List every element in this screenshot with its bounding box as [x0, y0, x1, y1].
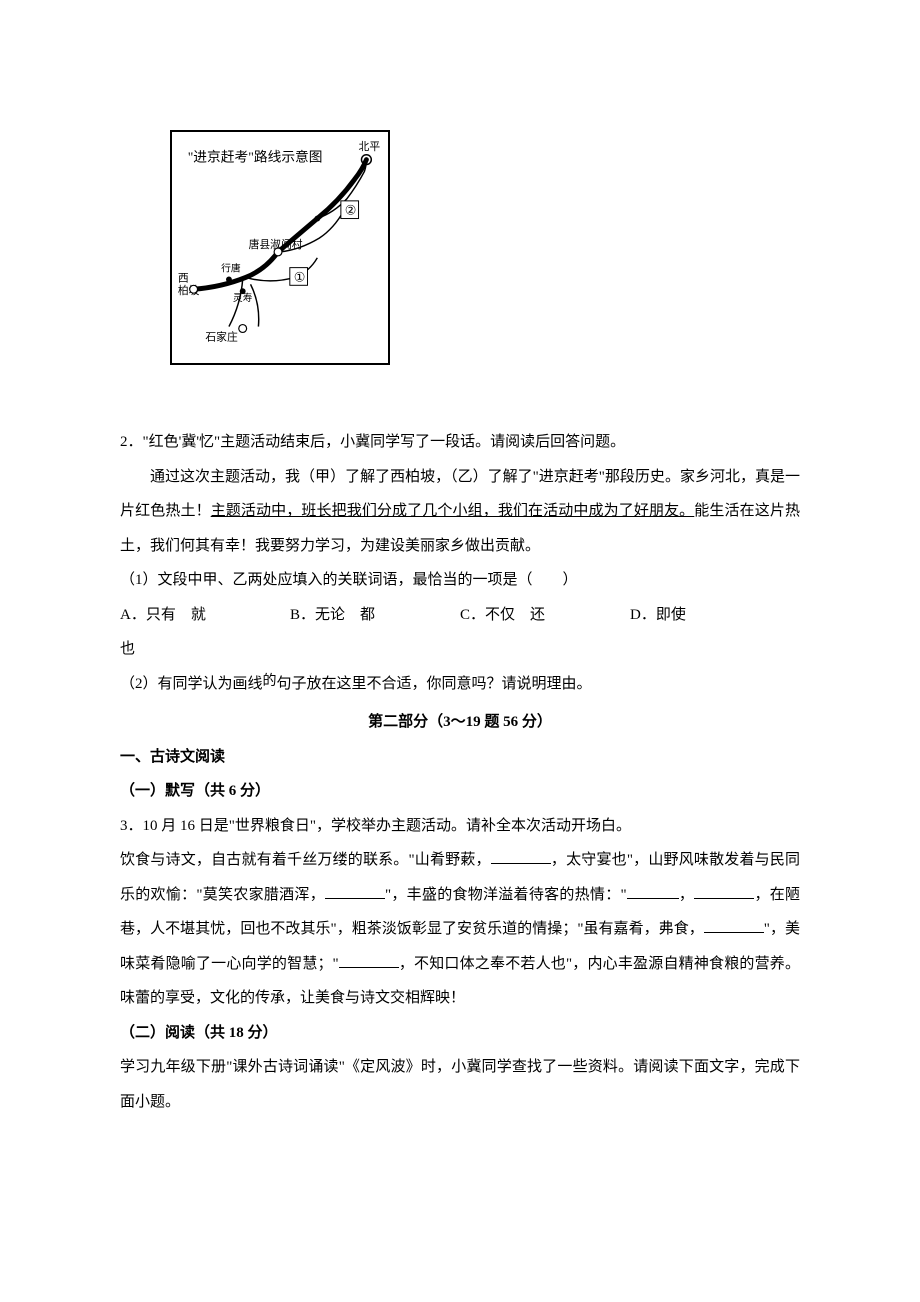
section1-sub1: （一）默写（共 6 分）: [120, 774, 800, 809]
reading-intro: 学习九年级下册"课外古诗词诵读"《定风波》时，小冀同学查找了一些资料。请阅读下面…: [120, 1050, 800, 1119]
option-a: A．只有 就: [120, 598, 290, 633]
section1-sub2: （二）阅读（共 18 分）: [120, 1016, 800, 1051]
blank-3: [627, 898, 679, 899]
q2-sub2: （2）有同学认为画线的句子放在这里不合适，你同意吗？请说明理由。: [120, 667, 800, 702]
q3-l2b: "，丰盛的食物洋溢着待客的热情：: [385, 887, 621, 903]
blank-6: [339, 967, 399, 968]
q2-stem: 2．"红色'冀'忆"主题活动结束后，小冀同学写了一段话。请阅读后回答问题。: [120, 425, 800, 460]
label-num2: ②: [345, 204, 356, 218]
q3-l6: 诗文交相辉映！: [360, 990, 465, 1006]
blank-2: [325, 898, 385, 899]
q2-underlined: 主题活动中，班长把我们分成了几个小组，我们在活动中成为了好朋友。: [211, 503, 695, 519]
q2-sub2-post: 句子放在这里不合适，你同意吗？请说明理由。: [277, 676, 592, 692]
q3-l4a: 情操；"虽有嘉肴，弗食，: [532, 921, 704, 937]
option-d: D．即使: [630, 598, 800, 633]
reading-intro-a: 学习九年级下册"课外古诗词诵读"《定风波》时，小冀同学查找了一些资料。请阅读下面: [120, 1059, 709, 1075]
label-xibaipo-l: 西: [178, 272, 189, 284]
q3-stem: 3．10 月 16 日是"世界粮食日"，学校举办主题活动。请补全本次活动开场白。: [120, 809, 800, 844]
option-b: B．无论 都: [290, 598, 460, 633]
q2-passage: 通过这次主题活动，我（甲）了解了西柏坡，（乙）了解了"进京赶考"那段历史。家乡河…: [120, 460, 800, 564]
q3-l3a: ": [620, 887, 626, 903]
q3-l1b: ，太守宴也"，山野风味: [551, 852, 709, 868]
section1-title: 一、古诗文阅读: [120, 740, 800, 775]
label-num1: ①: [294, 270, 305, 284]
part2-title: 第二部分（3～19 题 56 分）: [120, 705, 800, 740]
q3-l1a: 饮食与诗文，自古就有着千丝万缕的联系。"山肴野蔌，: [120, 852, 491, 868]
label-xingtang: 行唐: [221, 262, 241, 275]
blank-5: [704, 932, 764, 933]
route-diagram: "进京赶考"路线示意图 北平 ① ② 唐县淑闾村 西 柏坡 行唐 灵寿 石家庄: [170, 130, 390, 365]
q3-text: 饮食与诗文，自古就有着千丝万缕的联系。"山肴野蔌，，太守宴也"，山野风味散发着与…: [120, 843, 800, 1016]
diagram-title: "进京赶考"路线示意图: [188, 149, 323, 165]
q3-l4c: ，不知: [399, 956, 445, 972]
label-beiping: 北平: [359, 140, 381, 153]
q2-options: A．只有 就 B．无论 都 C．不仅 还 D．即使: [120, 598, 800, 633]
q3-l3b: ，: [679, 887, 695, 903]
option-d-wrap: 也: [120, 632, 800, 667]
option-c: C．不仅 还: [460, 598, 630, 633]
label-sjz: 石家庄: [205, 329, 238, 343]
branch-sjz2: [251, 284, 259, 326]
q2-sub2-pre: （2）有同学认为画线: [120, 676, 263, 692]
blank-1: [491, 863, 551, 864]
q2-sub2-mid: 的: [263, 674, 277, 689]
main-route: [194, 160, 367, 290]
q2-sub1: （1）文段中甲、乙两处应填入的关联词语，最恰当的一项是（ ）: [120, 563, 800, 598]
blank-4: [694, 898, 754, 899]
